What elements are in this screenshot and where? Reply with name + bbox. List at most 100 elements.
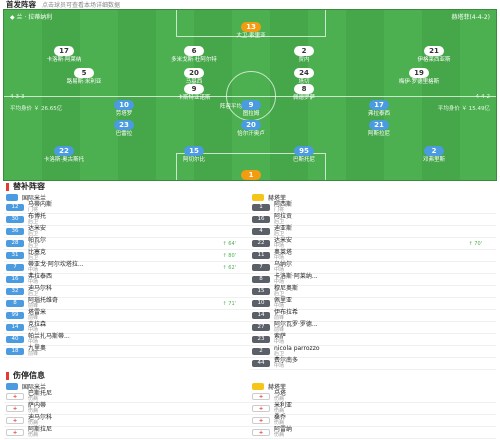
sub-row[interactable]: 31 比塞克 后卫 ↑ 80' (4, 249, 250, 262)
player-number: 8 (294, 84, 314, 94)
player-position: 伤病 (28, 396, 39, 402)
away-team-logo-icon (252, 193, 264, 201)
player-name: 费尔南多 (274, 356, 299, 364)
injury-icon: + (6, 405, 24, 412)
sub-row[interactable]: 1 阿西斯 门将 (250, 201, 496, 214)
player-info: 奥莱塔 中场 (274, 249, 482, 262)
player-number: 24 (294, 68, 314, 78)
sub-row[interactable]: 10 佩里亚 中场 (250, 297, 496, 310)
sub-row[interactable]: 18 九里奥 前锋 (4, 345, 250, 358)
sub-row[interactable]: 40 帕兰扎马斯蒂... 中场 (4, 333, 250, 346)
sub-row[interactable]: 16 阿拉贡 后卫 (250, 213, 496, 226)
player-position: 门将 (274, 207, 285, 213)
player-position: 后卫 (28, 291, 39, 297)
sub-row[interactable]: 30 布博托 后卫 (4, 212, 250, 226)
sub-row[interactable]: 8 卡洛斯·阿莱纳... 中场 (250, 273, 496, 286)
player-name: 弗拉泰西 (28, 272, 53, 280)
away-player[interactable]: 19 梅伊·罗德里格斯 (392, 60, 446, 86)
player-name: 卡洛斯·奥古斯托 (43, 157, 85, 163)
sub-row[interactable]: 32 迪马尔科 后卫 (4, 285, 250, 298)
player-info: 布博托 后卫 (28, 212, 236, 226)
sub-row[interactable]: 99 塔雷米 前锋 (4, 309, 250, 322)
home-player[interactable]: 95 巴斯托尼 (277, 138, 331, 164)
player-name: 马塔 (274, 389, 287, 397)
away-player[interactable]: 2 贾内 (277, 38, 331, 64)
player-name: 米利亚 (274, 401, 293, 409)
injury-row[interactable]: + 迪马尔科 伤病 (4, 414, 250, 427)
lineup-subtitle: 点击球员可查看本场详细数据 (42, 2, 121, 9)
injury-row[interactable]: + 桑乔 伤病 (250, 414, 496, 427)
section-bar (6, 371, 9, 380)
sub-row[interactable]: 44 费尔南多 中场 (250, 356, 496, 370)
player-position: 后卫 (28, 219, 39, 225)
player-info: 蒂亚戈·阿尔坎塔拉... 中场 (28, 261, 222, 274)
player-number: 20 (241, 120, 261, 130)
sub-row[interactable]: 28 帕瓦尔 后卫 ↑ 64' (4, 237, 250, 250)
home-player[interactable]: 9 图拉姆 (224, 92, 278, 118)
injury-row[interactable]: + 阿斯拉尼 伤病 (4, 425, 250, 439)
sub-row[interactable]: 4 迪亚斯 后卫 (250, 225, 496, 238)
sub-row[interactable]: 2 nicola parrozzo 后卫 (250, 345, 496, 358)
player-position: 前锋 (274, 327, 285, 333)
away-player[interactable]: 21 伊格莱西亚斯 (407, 38, 461, 64)
player-number: 9 (184, 84, 204, 94)
away-player[interactable]: 8 佩德罗萨 (277, 76, 331, 102)
home-player[interactable]: 17 弗拉泰西 (352, 92, 406, 118)
home-player[interactable]: 2 邓弗里斯 (407, 138, 461, 164)
player-number: 22 (54, 146, 74, 156)
mid-info: 阵容平均年龄 (220, 104, 254, 110)
player-name: 克拉森 (28, 320, 47, 328)
sub-row[interactable]: 11 奥莱塔 中场 (250, 249, 496, 262)
player-info: 帕瓦尔 后卫 (28, 237, 222, 250)
player-name: 阿斯拉尼 (28, 425, 53, 433)
home-injury-team-row: 国际米兰 (4, 381, 250, 391)
player-number: 17 (54, 46, 74, 56)
sub-row[interactable]: 22 达米安 中场 ↑ 70' (250, 237, 496, 250)
away-player[interactable]: 9 卡斯特亚诺斯 (167, 76, 221, 102)
sub-row[interactable]: 23 索萨 中场 (250, 333, 496, 346)
player-info: 阿斯拉尼 伤病 (28, 425, 250, 439)
player-number: 31 (6, 252, 24, 259)
player-position: 后卫 (28, 255, 39, 261)
home-player[interactable]: 20 恰尔汗奥卢 (224, 112, 278, 138)
home-player[interactable]: 23 巴雷拉 (97, 112, 151, 138)
injury-row[interactable]: + 萨内蒂 伤病 (4, 402, 250, 415)
penalty-box-top (176, 10, 326, 37)
injury-row[interactable]: + 巴斯托尼 伤病 (4, 389, 250, 403)
injury-icon: + (6, 417, 24, 424)
player-info: 迪马尔科 后卫 (28, 285, 236, 298)
away-player[interactable]: 6 多米戈斯·杜阿尔特 (167, 38, 221, 64)
home-player[interactable]: 1索默 (224, 162, 278, 180)
sub-row[interactable]: 27 阿尔瓦罗·罗德... 前锋 (250, 321, 496, 334)
home-player[interactable]: 15 阿切尔比 (167, 138, 221, 164)
sub-row[interactable]: 8 阿瑙托维奇 前锋 ↑ 71' (4, 297, 250, 310)
player-name: 巴雷拉 (115, 131, 133, 137)
sub-row[interactable]: 15 穆尼奥斯 后卫 (250, 285, 496, 298)
player-number: 2 (294, 46, 314, 56)
player-name: 达米安 (28, 224, 47, 232)
injury-row[interactable]: + 阿雷纳 伤病 (250, 426, 496, 439)
player-name: 巴斯托尼 (28, 389, 53, 397)
sub-row[interactable]: 14 克拉森 中场 (4, 320, 250, 334)
sub-row[interactable]: 12 马蒂内斯 门将 (4, 201, 250, 214)
away-player[interactable]: 20 马基西 (167, 60, 221, 86)
home-player[interactable]: 10 劳塔罗 (97, 92, 151, 118)
home-player[interactable]: 21 阿斯拉尼 (352, 112, 406, 138)
away-player[interactable]: 5 路易斯·米利亚 (57, 60, 111, 86)
home-player[interactable]: 22 卡洛斯·奥古斯托 (37, 138, 91, 164)
sub-row[interactable]: 7 蒂亚戈·阿尔坎塔拉... 中场 ↑ 62' (4, 261, 250, 274)
sub-row[interactable]: 14 伊布拉希 前锋 (250, 309, 496, 322)
sub-row[interactable]: 36 达米安 后卫 (4, 224, 250, 238)
sub-row[interactable]: 16 弗拉泰西 中场 (4, 272, 250, 286)
section-bar (6, 182, 9, 191)
player-position: 后卫 (28, 243, 39, 249)
player-number: 18 (6, 348, 24, 355)
injury-row[interactable]: + 马塔 伤病 (250, 389, 496, 403)
away-player[interactable]: 13 大卫·索里亚 (224, 14, 278, 40)
injury-row[interactable]: + 米利亚 伤病 (250, 401, 496, 415)
player-info: nicola parrozzo 后卫 (274, 345, 482, 358)
sub-row[interactable]: 7 乌纳尔 中场 (250, 261, 496, 274)
away-player[interactable]: 24 塔切 (277, 60, 331, 86)
away-player[interactable]: 17 卡洛斯·阿莱纳 (37, 38, 91, 64)
player-name: 布博托 (28, 212, 47, 220)
